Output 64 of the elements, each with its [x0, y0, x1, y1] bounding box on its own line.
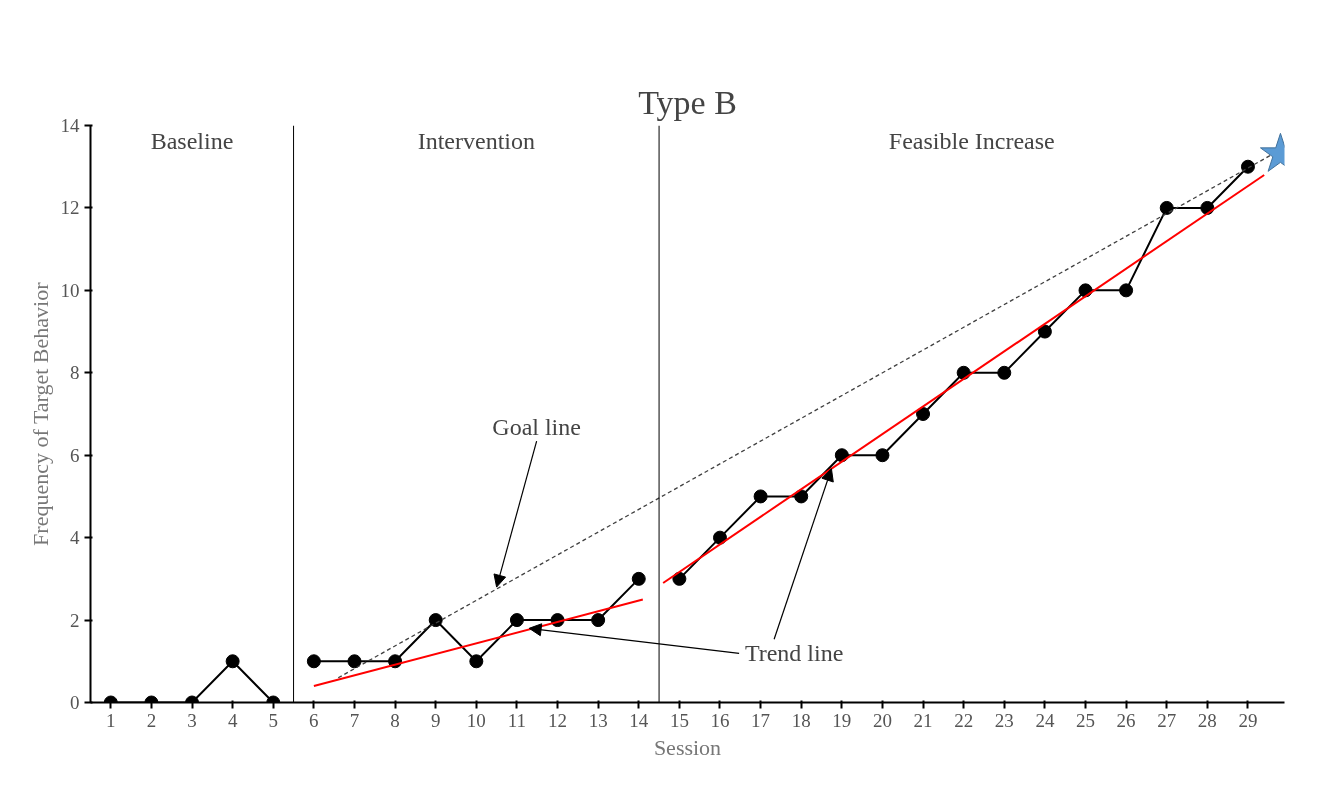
- x-tick-label: 19: [832, 709, 852, 731]
- x-tick-label: 13: [588, 709, 608, 731]
- point: [306, 654, 321, 669]
- annotation: Baseline: [150, 127, 234, 154]
- point: [1119, 283, 1134, 298]
- y-tick-label: 14: [60, 115, 80, 136]
- point: [591, 613, 606, 628]
- x-tick-label: 23: [994, 709, 1014, 731]
- x-tick-label: 9: [430, 709, 441, 731]
- x-tick-label: 27: [1157, 709, 1177, 731]
- x-tick-label: 5: [268, 709, 279, 731]
- x-tick-label: 18: [791, 709, 811, 731]
- annotation: Trend line: [744, 640, 844, 667]
- x-tick-label: 20: [872, 709, 892, 731]
- y-tick-label: 6: [70, 444, 80, 466]
- x-tick-label: 28: [1197, 709, 1217, 731]
- y-axis-title: Frequency of Target Behavior: [27, 281, 53, 546]
- point: [1159, 200, 1174, 215]
- y-tick-label: 12: [60, 197, 80, 219]
- annotation: Feasible Increase: [888, 127, 1055, 154]
- x-tick-label: 7: [349, 709, 360, 731]
- x-tick-label: 24: [1035, 709, 1055, 731]
- point: [469, 654, 484, 669]
- x-tick-label: 12: [548, 709, 568, 731]
- y-tick-label: 2: [70, 609, 80, 631]
- x-tick-label: 17: [751, 709, 771, 731]
- chart-title: Type B: [638, 83, 737, 121]
- y-tick-label: 4: [70, 527, 80, 549]
- point: [875, 448, 890, 463]
- point: [347, 654, 362, 669]
- x-tick-label: 25: [1076, 709, 1095, 731]
- point: [1240, 159, 1255, 174]
- x-tick-label: 16: [710, 709, 730, 731]
- x-tick-label: 1: [106, 709, 116, 731]
- point: [1037, 324, 1052, 339]
- x-tick-label: 3: [187, 709, 197, 731]
- x-tick-label: 29: [1238, 709, 1258, 731]
- point: [672, 571, 687, 586]
- point: [997, 365, 1012, 380]
- point: [428, 613, 443, 628]
- y-tick-label: 10: [60, 279, 80, 301]
- point: [225, 654, 240, 669]
- point: [753, 489, 768, 504]
- point: [631, 571, 646, 586]
- point: [509, 613, 524, 628]
- y-tick-label: 8: [70, 362, 80, 384]
- x-tick-label: 15: [669, 709, 689, 731]
- y-tick-label: 0: [70, 692, 80, 713]
- x-tick-label: 26: [1116, 709, 1136, 731]
- point: [794, 489, 809, 504]
- x-tick-label: 10: [466, 709, 486, 731]
- annotation: Intervention: [417, 127, 535, 154]
- x-tick-label: 2: [146, 709, 157, 731]
- point: [916, 407, 931, 421]
- x-tick-label: 22: [954, 709, 974, 731]
- annotation: Goal line: [492, 414, 581, 441]
- x-tick-label: 4: [227, 709, 238, 731]
- point: [712, 530, 727, 545]
- x-tick-label: 14: [629, 709, 649, 731]
- x-axis-title: Session: [653, 734, 722, 760]
- x-tick-label: 6: [309, 709, 319, 731]
- x-tick-label: 8: [390, 709, 400, 731]
- x-tick-label: 11: [507, 709, 527, 731]
- x-tick-label: 21: [913, 709, 933, 731]
